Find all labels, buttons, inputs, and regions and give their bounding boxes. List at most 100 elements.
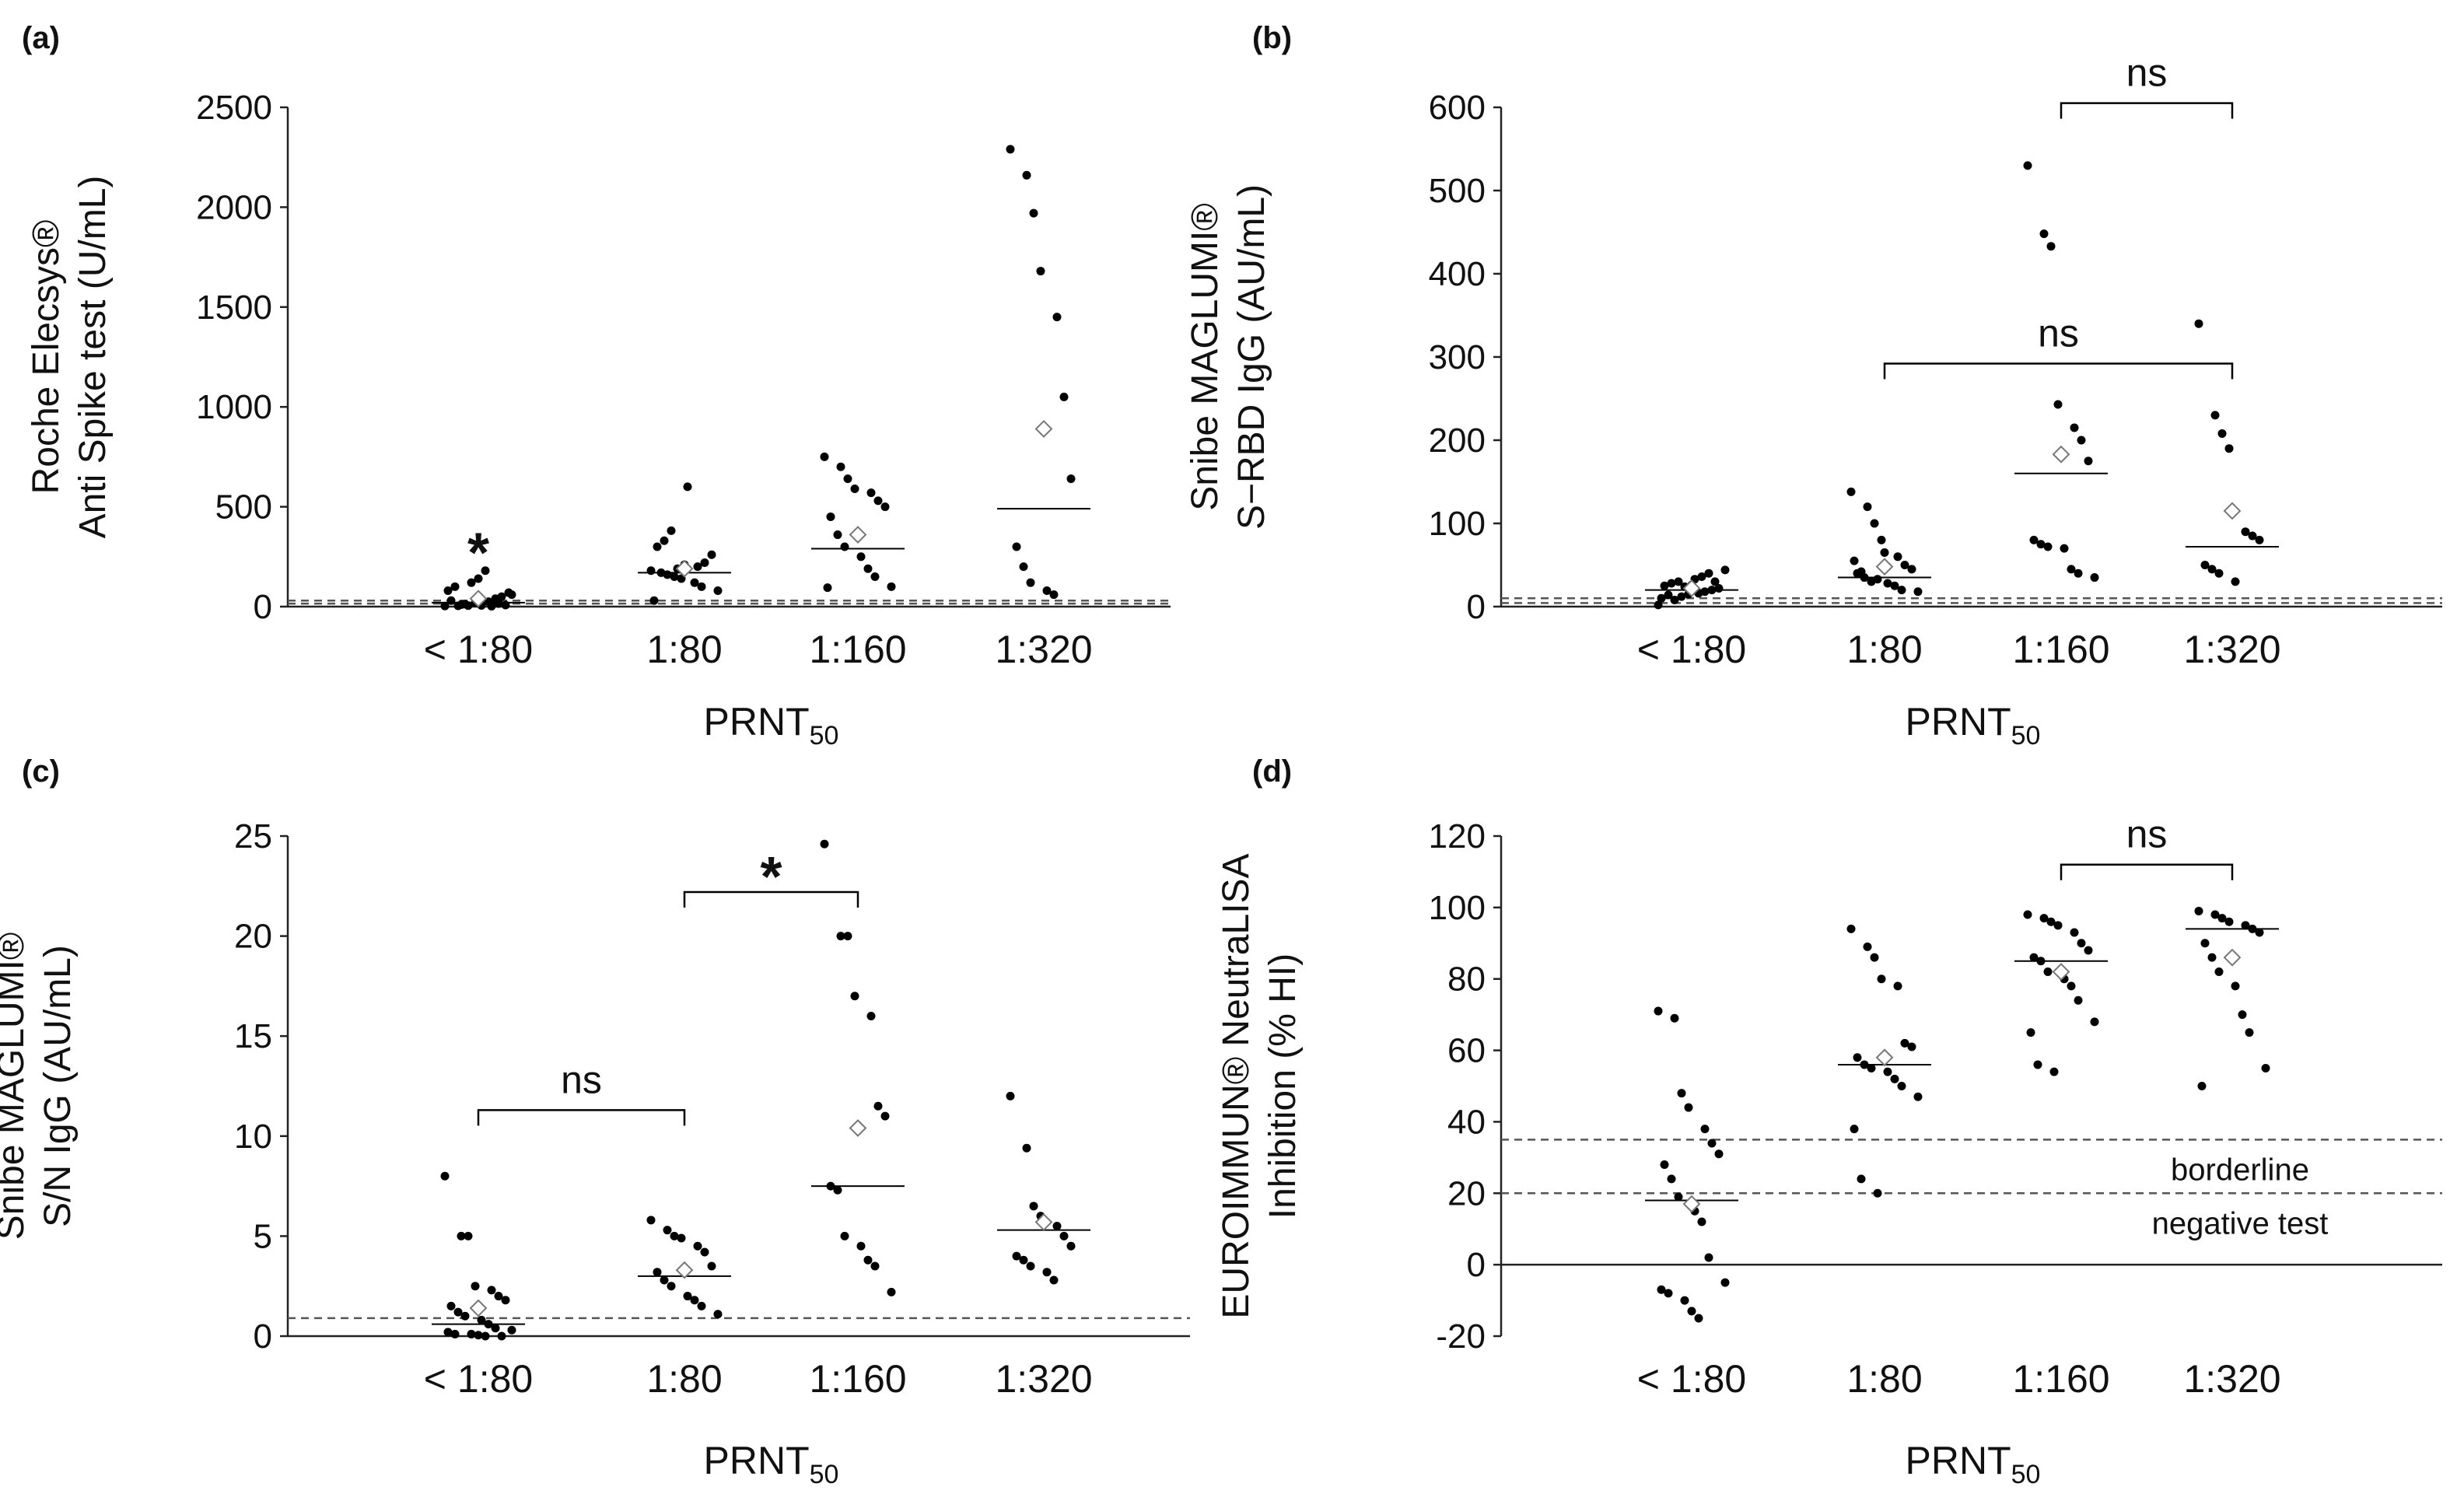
data-point	[1704, 569, 1713, 578]
data-point	[2194, 906, 2203, 915]
data-point	[1657, 593, 1666, 603]
data-point	[1857, 1174, 1866, 1184]
data-point	[1694, 1314, 1703, 1323]
data-point	[450, 582, 460, 591]
y-tick-label: 60	[1447, 1032, 1486, 1070]
data-point	[2207, 953, 2217, 962]
data-point	[2090, 1017, 2099, 1027]
data-point	[2074, 995, 2083, 1005]
data-point	[1674, 1192, 1683, 1202]
data-point	[1684, 1103, 1693, 1112]
data-point	[440, 601, 450, 611]
data-point	[440, 1171, 450, 1181]
data-point	[2217, 914, 2227, 923]
data-point	[1022, 170, 1031, 180]
data-point	[823, 583, 832, 593]
x-tick-label: 1:320	[995, 1357, 1092, 1401]
data-point	[2194, 319, 2203, 328]
data-point	[2255, 535, 2264, 544]
y-tick-label: 300	[1429, 338, 1486, 376]
mean-marker	[1682, 1195, 1701, 1213]
data-point	[1006, 145, 1015, 154]
x-tick-label: 1:160	[809, 628, 906, 671]
data-point	[693, 1241, 702, 1251]
data-point	[481, 566, 490, 576]
data-point	[1877, 535, 1886, 544]
data-point	[2248, 531, 2257, 541]
data-point	[683, 1292, 692, 1301]
data-point	[2029, 953, 2039, 962]
data-point	[1913, 587, 1923, 597]
y-tick-label: 600	[1429, 89, 1486, 127]
data-point	[1670, 1013, 1679, 1023]
data-point	[866, 1011, 876, 1020]
x-tick-label: < 1:80	[1637, 628, 1746, 671]
data-point	[1870, 953, 1879, 962]
data-point	[2245, 1028, 2254, 1037]
data-point	[1670, 595, 1679, 604]
data-point	[1707, 1139, 1717, 1148]
data-point	[660, 1275, 669, 1285]
y-axis-label: Snibe MAGLUMI®	[0, 932, 32, 1240]
data-point	[2238, 1010, 2247, 1020]
data-point	[1026, 578, 1035, 587]
mean-marker	[675, 1261, 694, 1279]
data-point	[1052, 1222, 1062, 1231]
y-tick-label: -20	[1436, 1317, 1486, 1356]
data-point	[700, 1247, 709, 1257]
data-point	[1029, 1202, 1038, 1211]
data-point	[491, 1324, 500, 1333]
data-point	[697, 582, 706, 591]
data-point	[504, 588, 513, 597]
data-point	[2207, 565, 2217, 574]
data-point	[467, 578, 476, 587]
data-point	[443, 1328, 453, 1337]
data-point	[2060, 544, 2069, 553]
data-point	[453, 1307, 463, 1317]
data-point	[1907, 565, 1916, 574]
data-point	[663, 1226, 672, 1235]
data-point	[1042, 586, 1052, 595]
data-point	[1664, 590, 1673, 600]
y-axis-label: Roche Elecsys®	[26, 220, 67, 495]
data-point	[2039, 914, 2049, 923]
significance-label: ns	[2038, 312, 2079, 355]
data-point	[481, 1331, 490, 1341]
data-point	[649, 596, 659, 605]
data-point	[856, 552, 866, 562]
data-point	[471, 1282, 480, 1291]
significance-label: ns	[2126, 51, 2168, 95]
data-point	[850, 484, 859, 493]
mean-marker	[469, 1299, 488, 1317]
data-point	[1850, 556, 1859, 565]
data-point	[1066, 1241, 1076, 1251]
mean-marker	[675, 559, 694, 578]
data-point	[1857, 567, 1866, 576]
data-point	[1873, 575, 1882, 584]
y-axis-label: EUROIMMUN® NeutraLISA	[1216, 853, 1257, 1318]
data-point	[1674, 577, 1683, 586]
data-point	[646, 1216, 656, 1225]
y-axis-label: Inhibition (% HI)	[1262, 953, 1304, 1219]
data-point	[2241, 921, 2250, 930]
significance-label: *	[467, 522, 489, 584]
data-point	[2241, 527, 2250, 537]
data-point	[1907, 1042, 1916, 1051]
y-tick-label: 1000	[196, 388, 272, 426]
data-point	[2026, 1028, 2035, 1037]
data-point	[2231, 577, 2240, 586]
y-tick-label: 10	[234, 1118, 272, 1156]
data-point	[1049, 1275, 1059, 1285]
y-tick-label: 20	[234, 918, 272, 956]
data-point	[1897, 1082, 1906, 1090]
data-point	[1677, 592, 1686, 601]
data-point	[2070, 423, 2079, 432]
y-tick-label: 500	[1429, 172, 1486, 210]
data-point	[453, 601, 463, 611]
mean-marker	[849, 1119, 867, 1137]
data-point	[2210, 910, 2220, 919]
mean-marker	[1034, 420, 1053, 438]
data-point	[1900, 561, 1909, 569]
data-point	[1667, 579, 1676, 588]
data-point	[690, 578, 699, 587]
